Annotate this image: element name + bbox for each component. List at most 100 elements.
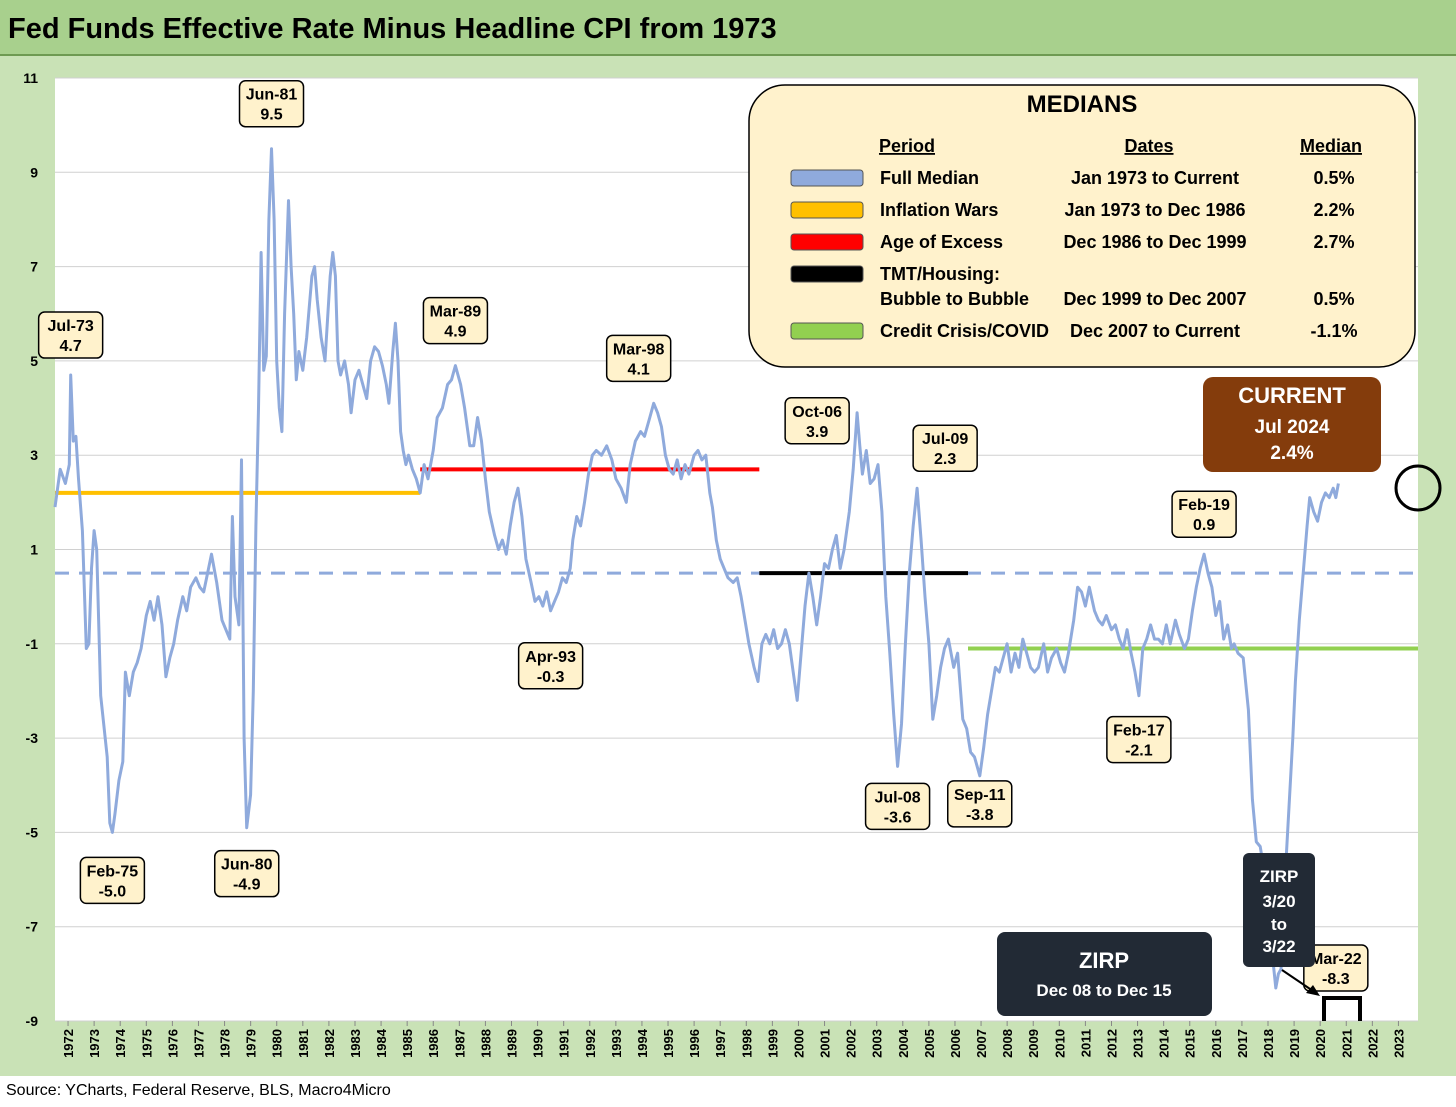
x-tick-label: 2006 [948,1029,963,1058]
annotation-callout: Mar-98 4.1 [605,334,672,383]
medians-value: 0.5% [1313,168,1354,188]
x-tick-label: 2005 [922,1029,937,1058]
current-box: CURRENT Jul 2024 2.4% [1203,377,1442,512]
x-tick-label: 1975 [139,1029,154,1058]
x-tick-label: 2023 [1391,1029,1406,1058]
annotation-value: 4.7 [60,338,82,355]
annotation-value: -0.3 [537,669,565,686]
medians-dates: Jan 1973 to Current [1071,168,1239,188]
annotation-callout: Sep-11 -3.8 [947,780,1013,828]
y-tick-label: -3 [26,730,39,746]
annotation-box [1303,944,1369,992]
annotation-date: Feb-75 [87,863,139,880]
annotation-value: 4.9 [444,324,466,341]
annotation-date: Jun-80 [221,857,273,874]
annotation-date: Oct-06 [792,404,842,421]
annotation-value: -3.6 [884,809,912,826]
x-tick-label: 2008 [1000,1029,1015,1058]
annotation-date: Feb-17 [1113,723,1165,740]
medians-value: -1.1% [1310,321,1357,341]
annotation-value: -5.0 [99,883,127,900]
annotation-date: Sep-11 [954,787,1006,804]
x-tick-label: 1983 [348,1029,363,1058]
medians-header: Median [1300,136,1362,156]
x-tick-label: 1978 [218,1029,233,1058]
annotation-date: Mar-98 [613,341,665,358]
current-box-frame [1203,377,1381,472]
medians-period: Credit Crisis/COVID [880,321,1049,341]
peak-trough-annotations: Jul-73 4.7 Feb-75 -5.0 Jun-80 -4.9 Jun-81 9.5 Ma… [37,79,1369,992]
annotation-box [605,334,672,383]
x-tick-label: 2017 [1235,1029,1250,1058]
annotation-box [784,397,850,445]
annotation-date: Jul-09 [922,431,968,448]
annotation-value: 4.1 [628,361,650,378]
annotation-callout: Feb-75 -5.0 [79,856,146,905]
medians-period: Full Median [880,168,979,188]
source-note: Source: YCharts, Federal Reserve, BLS, M… [6,1082,391,1099]
annotation-date: Jun-81 [246,87,298,104]
medians-box-frame [748,84,1416,368]
legend-swatch [790,233,864,251]
x-tick-label: 1993 [609,1029,624,1058]
medians-dates: Dec 1986 to Dec 1999 [1063,232,1246,252]
annotation-callout: Apr-93 -0.3 [517,642,584,690]
x-tick-label: 2010 [1052,1029,1067,1058]
medians-header: Period [879,136,935,156]
annotation-box [864,782,931,831]
y-tick-label: -9 [26,1013,39,1029]
legend-swatch [790,169,864,187]
medians-title: MEDIANS [1027,91,1138,118]
x-tick-label: 2007 [974,1029,989,1058]
zirp2-to: to [1271,915,1287,934]
legend-swatch [790,201,864,219]
annotation-callout: Jul-08 -3.6 [864,782,931,831]
annotation-date: Jul-08 [874,789,920,806]
medians-dates: Jan 1973 to Dec 1986 [1064,200,1245,220]
x-tick-label: 1981 [296,1029,311,1058]
annotation-box [517,642,584,690]
y-tick-label: 9 [30,164,38,180]
annotation-value: -4.9 [233,877,261,894]
x-tick-label: 1991 [557,1029,572,1058]
x-tick-label: 2013 [1131,1029,1146,1058]
series-line [53,147,1340,990]
annotation-box [1106,715,1172,764]
y-tick-label: -5 [26,824,39,840]
zirp2-box-frame [1243,853,1315,967]
x-tick-label: 2014 [1157,1028,1172,1058]
x-tick-label: 1990 [531,1029,546,1058]
current-date: Jul 2024 [1255,417,1330,438]
medians-period: Inflation Wars [880,200,998,220]
x-tick-label: 1989 [505,1029,520,1058]
annotation-box [912,424,978,472]
y-tick-label: -1 [26,636,39,652]
x-axis-ticks: 1972 1973 1974 1975 1976 1977 1978 1979 1980 1981… [61,1021,1406,1058]
medians-dates: Dec 1999 to Dec 2007 [1063,289,1246,309]
zirp-label: ZIRP [1079,948,1129,973]
legend-swatch [790,322,864,340]
annotation-callout: Feb-19 0.9 [1171,490,1237,538]
x-tick-label: 2001 [818,1029,833,1058]
series-layer [53,147,1340,990]
annotation-box [79,856,146,905]
annotation-callout: Jul-09 2.3 [912,424,978,472]
x-tick-label: 1979 [244,1029,259,1058]
annotation-callout: Mar-89 4.9 [422,296,489,345]
x-tick-label: 2002 [844,1029,859,1058]
medians-period: TMT/Housing: [880,264,1000,284]
x-tick-label: 1985 [400,1029,415,1058]
x-tick-label: 1988 [478,1029,493,1058]
zirp2-label: ZIRP [1260,867,1299,886]
x-tick-label: 2015 [1183,1029,1198,1058]
annotation-value: 3.9 [806,424,828,441]
medians-value: 2.7% [1313,232,1354,252]
x-tick-label: 2012 [1104,1029,1119,1058]
annotation-value: -8.3 [1322,971,1350,988]
x-tick-label: 1997 [713,1029,728,1058]
annotation-value: -2.1 [1125,743,1153,760]
x-tick-label: 2016 [1209,1029,1224,1058]
annotation-date: Mar-22 [1310,951,1362,968]
